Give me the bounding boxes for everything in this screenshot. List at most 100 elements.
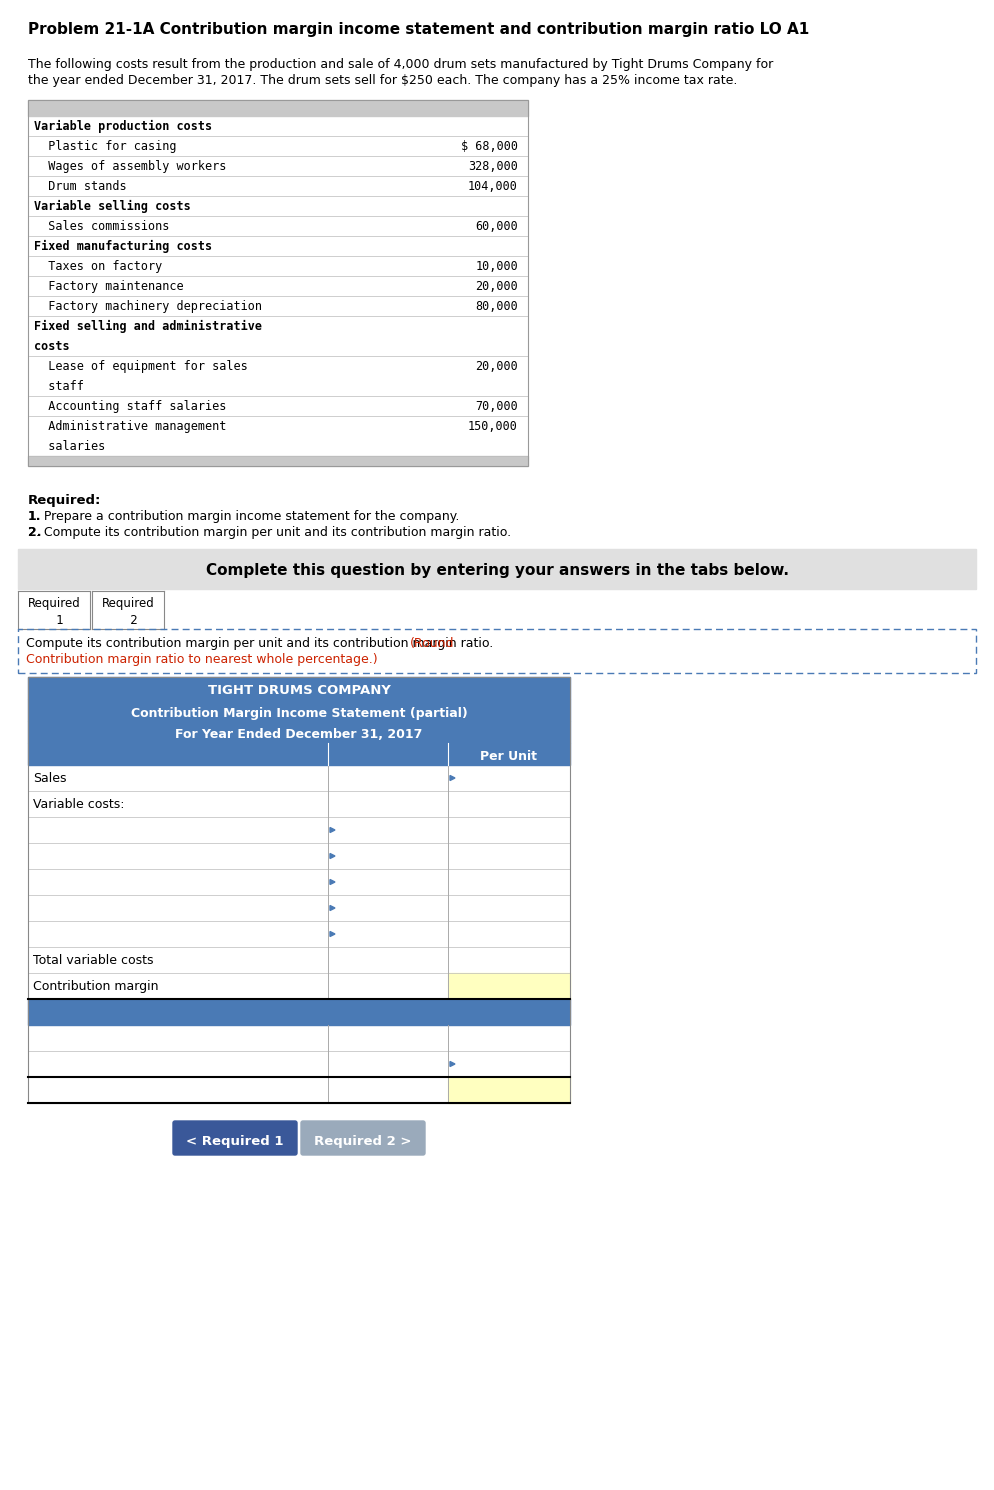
Text: Required
   1: Required 1	[28, 597, 81, 626]
Bar	[28, 356, 528, 396]
Bar	[28, 136, 528, 156]
Text: 2.: 2.	[28, 526, 42, 539]
Text: Variable selling costs: Variable selling costs	[34, 200, 191, 213]
Text: 80,000: 80,000	[475, 299, 518, 313]
Text: Drum stands: Drum stands	[34, 180, 126, 194]
Text: Plastic for casing: Plastic for casing	[34, 140, 177, 153]
Bar	[28, 1025, 570, 1050]
Bar	[28, 699, 570, 721]
Bar	[28, 721, 570, 744]
Bar	[28, 869, 570, 895]
Polygon shape	[330, 879, 335, 885]
Bar	[28, 197, 528, 216]
FancyBboxPatch shape	[173, 1120, 297, 1155]
Bar	[28, 416, 528, 456]
Bar	[28, 1050, 570, 1077]
Text: Factory machinery depreciation: Factory machinery depreciation	[34, 299, 262, 313]
Bar	[28, 216, 528, 235]
Text: the year ended December 31, 2017. The drum sets sell for $250 each. The company : the year ended December 31, 2017. The dr…	[28, 74, 738, 86]
Text: Taxes on factory: Taxes on factory	[34, 259, 162, 273]
Text: Factory maintenance: Factory maintenance	[34, 280, 184, 294]
Bar	[28, 316, 528, 356]
Bar	[28, 676, 570, 699]
Bar	[28, 744, 570, 764]
Bar	[28, 843, 570, 869]
FancyBboxPatch shape	[301, 1120, 425, 1155]
Text: Sales: Sales	[33, 772, 67, 785]
Text: Wages of assembly workers: Wages of assembly workers	[34, 159, 227, 173]
Text: Lease of equipment for sales: Lease of equipment for sales	[34, 361, 248, 372]
Bar	[28, 895, 570, 921]
Text: Compute its contribution margin per unit and its contribution margin ratio.: Compute its contribution margin per unit…	[26, 638, 497, 650]
Text: 2. Compute its contribution margin per unit and its contribution margin ratio.: 2. Compute its contribution margin per u…	[28, 526, 511, 539]
Bar	[28, 297, 528, 316]
Text: Accounting staff salaries: Accounting staff salaries	[34, 399, 227, 413]
Text: 1.: 1.	[28, 510, 42, 523]
Text: Required 2 >: Required 2 >	[314, 1134, 412, 1147]
Bar	[28, 235, 528, 256]
Bar	[28, 817, 570, 843]
Text: Per Unit: Per Unit	[480, 751, 538, 763]
Text: Variable production costs: Variable production costs	[34, 121, 212, 133]
Text: TIGHT DRUMS COMPANY: TIGHT DRUMS COMPANY	[208, 684, 391, 697]
Bar	[28, 764, 570, 791]
Bar	[28, 1077, 570, 1103]
Text: (Round: (Round	[410, 638, 454, 650]
Bar	[92, 592, 164, 629]
Text: The following costs result from the production and sale of 4,000 drum sets manuf: The following costs result from the prod…	[28, 58, 773, 72]
Text: 20,000: 20,000	[475, 361, 518, 372]
Text: Required
   2: Required 2	[101, 597, 154, 626]
Text: staff: staff	[34, 380, 83, 393]
Text: $ 68,000: $ 68,000	[461, 140, 518, 153]
Text: Total variable costs: Total variable costs	[33, 954, 153, 967]
Text: Sales commissions: Sales commissions	[34, 221, 169, 232]
Text: Problem 21-1A Contribution margin income statement and contribution margin ratio: Problem 21-1A Contribution margin income…	[28, 22, 809, 37]
Bar	[28, 256, 528, 276]
Bar	[28, 973, 570, 998]
Bar	[28, 156, 528, 176]
Text: 20,000: 20,000	[475, 280, 518, 294]
Polygon shape	[330, 931, 335, 937]
Bar	[18, 592, 90, 629]
Bar	[448, 973, 570, 998]
Bar	[18, 629, 976, 673]
Polygon shape	[450, 1061, 455, 1067]
Bar	[28, 998, 570, 1025]
Text: Contribution margin ratio to nearest whole percentage.): Contribution margin ratio to nearest who…	[26, 653, 378, 666]
Polygon shape	[330, 854, 335, 858]
Bar	[28, 456, 528, 466]
Bar	[448, 1077, 570, 1103]
Text: salaries: salaries	[34, 440, 105, 453]
Bar	[28, 948, 570, 973]
Polygon shape	[450, 775, 455, 781]
Text: < Required 1: < Required 1	[186, 1134, 283, 1147]
Text: 328,000: 328,000	[468, 159, 518, 173]
Bar	[28, 176, 528, 197]
Text: Fixed manufacturing costs: Fixed manufacturing costs	[34, 240, 212, 253]
Text: Contribution Margin Income Statement (partial): Contribution Margin Income Statement (pa…	[130, 706, 467, 720]
Text: Contribution margin: Contribution margin	[33, 980, 158, 992]
Bar	[28, 676, 570, 1103]
Polygon shape	[330, 906, 335, 910]
Text: Required:: Required:	[28, 495, 101, 507]
Text: For Year Ended December 31, 2017: For Year Ended December 31, 2017	[175, 729, 422, 742]
Polygon shape	[330, 827, 335, 833]
Text: Complete this question by entering your answers in the tabs below.: Complete this question by entering your …	[206, 563, 788, 578]
Text: 60,000: 60,000	[475, 221, 518, 232]
Text: 10,000: 10,000	[475, 259, 518, 273]
Bar	[18, 548, 976, 589]
Bar	[28, 791, 570, 817]
Text: 104,000: 104,000	[468, 180, 518, 194]
Bar	[28, 100, 528, 466]
Text: 150,000: 150,000	[468, 420, 518, 434]
Bar	[28, 100, 528, 116]
Text: Variable costs:: Variable costs:	[33, 799, 124, 811]
Text: Fixed selling and administrative: Fixed selling and administrative	[34, 320, 262, 334]
Text: 1. Prepare a contribution margin income statement for the company.: 1. Prepare a contribution margin income …	[28, 510, 459, 523]
Bar	[28, 116, 528, 136]
Text: costs: costs	[34, 340, 70, 353]
Text: 70,000: 70,000	[475, 399, 518, 413]
Bar	[28, 276, 528, 297]
Bar	[28, 921, 570, 948]
Bar	[28, 396, 528, 416]
